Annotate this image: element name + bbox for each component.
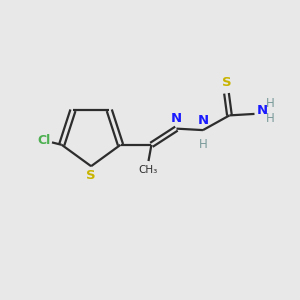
Text: H: H	[266, 112, 274, 125]
Text: CH₃: CH₃	[139, 165, 158, 176]
Text: H: H	[199, 138, 208, 152]
Text: N: N	[197, 114, 208, 127]
Text: S: S	[222, 76, 231, 89]
Text: N: N	[257, 104, 268, 118]
Text: Cl: Cl	[38, 134, 51, 147]
Text: N: N	[171, 112, 182, 125]
Text: H: H	[266, 97, 274, 110]
Text: S: S	[86, 169, 96, 182]
